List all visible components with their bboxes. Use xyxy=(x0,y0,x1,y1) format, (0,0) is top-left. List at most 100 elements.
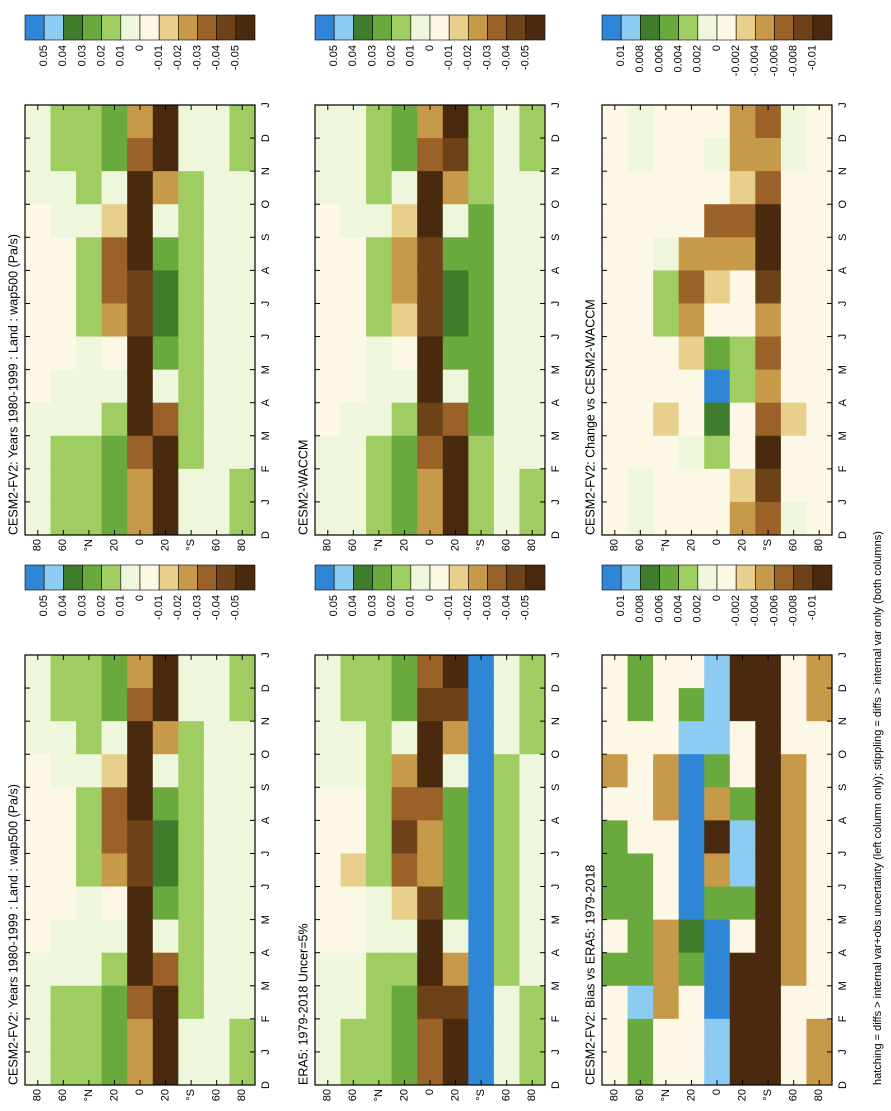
colorbar-box xyxy=(63,564,83,591)
cell xyxy=(602,104,629,139)
cell xyxy=(780,687,807,722)
colorbar-box xyxy=(620,14,641,41)
cell xyxy=(755,336,782,370)
cell xyxy=(101,402,128,436)
cell xyxy=(755,1018,782,1052)
colorbar-box xyxy=(82,14,102,41)
cell xyxy=(366,1018,393,1052)
cell xyxy=(25,1051,52,1085)
cell xyxy=(653,919,680,953)
colorbar-label: -0.006 xyxy=(768,595,780,626)
colorbar-label: 0.04 xyxy=(57,45,69,66)
cell xyxy=(704,236,731,271)
colorbar-label: 0.02 xyxy=(96,595,108,616)
colorbar-label: -0.04 xyxy=(501,595,513,620)
y-tick-label: 20 xyxy=(398,1089,410,1101)
colorbar-label: 0.008 xyxy=(634,45,646,73)
cell xyxy=(366,236,393,271)
panel-title: CESM2-WACCM xyxy=(296,440,310,535)
x-tick-label: J xyxy=(260,851,272,857)
cell xyxy=(602,369,629,403)
cell xyxy=(755,369,782,403)
cell xyxy=(493,468,520,502)
cell xyxy=(602,468,629,502)
cell xyxy=(101,687,128,722)
cell xyxy=(391,886,418,920)
colorbar-box xyxy=(63,14,83,41)
x-tick-label: S xyxy=(837,784,849,791)
cell xyxy=(729,203,756,238)
cell xyxy=(627,435,654,469)
cell xyxy=(50,886,77,920)
cell xyxy=(704,852,731,887)
colorbar-box xyxy=(101,564,122,591)
cell xyxy=(519,952,546,986)
x-tick-label: D xyxy=(550,134,562,142)
colorbar-label: -0.04 xyxy=(211,595,223,620)
cell xyxy=(468,852,495,887)
cell xyxy=(653,1051,680,1085)
x-tick-label: J xyxy=(260,1049,272,1055)
cell xyxy=(653,104,680,139)
cell xyxy=(729,687,756,722)
cell xyxy=(780,753,807,788)
colorbar-box xyxy=(372,564,392,591)
colorbar-label: 0.01 xyxy=(405,595,417,616)
colorbar-label: 0.004 xyxy=(673,595,685,623)
cell xyxy=(653,203,680,238)
cell xyxy=(391,435,418,469)
cell xyxy=(76,1018,103,1052)
cell xyxy=(25,952,52,986)
cell xyxy=(468,819,495,854)
cell xyxy=(50,302,77,337)
cell xyxy=(391,852,418,887)
cell xyxy=(229,886,256,920)
cell xyxy=(152,269,179,304)
cell xyxy=(417,468,444,502)
cell xyxy=(678,269,705,304)
cell xyxy=(229,687,256,722)
cell xyxy=(468,1051,495,1085)
cell xyxy=(203,402,230,436)
cell xyxy=(152,1018,179,1052)
cell xyxy=(203,236,230,271)
cell xyxy=(755,952,782,986)
cell xyxy=(25,819,52,854)
x-tick-label: D xyxy=(260,684,272,692)
cell xyxy=(50,369,77,403)
cell xyxy=(602,203,629,238)
cell xyxy=(25,786,52,821)
cell xyxy=(519,170,546,205)
colorbar-box xyxy=(774,14,794,41)
cell xyxy=(627,720,654,755)
cell xyxy=(729,236,756,271)
cell xyxy=(76,952,103,986)
cell xyxy=(50,501,77,535)
cell xyxy=(127,302,154,337)
cell xyxy=(704,654,731,689)
cell xyxy=(127,1018,154,1052)
cell xyxy=(442,468,469,502)
cell xyxy=(627,1018,654,1052)
cell xyxy=(417,501,444,535)
x-tick-label: F xyxy=(550,465,562,472)
cell xyxy=(366,336,393,370)
cell xyxy=(229,236,256,271)
x-tick-label: N xyxy=(837,717,849,725)
cell xyxy=(442,203,469,238)
cell xyxy=(101,302,128,337)
cell xyxy=(391,104,418,139)
cell xyxy=(780,170,807,205)
x-tick-label: J xyxy=(260,334,272,340)
cell xyxy=(417,720,444,755)
cell xyxy=(101,170,128,205)
x-tick-label: N xyxy=(260,167,272,175)
colorbar-label: 0.05 xyxy=(328,595,340,616)
x-tick-label: A xyxy=(837,816,849,824)
cell xyxy=(315,852,342,887)
cell xyxy=(152,236,179,271)
cell xyxy=(704,1018,731,1052)
cell xyxy=(101,468,128,502)
cell xyxy=(203,819,230,854)
cell xyxy=(366,137,393,172)
